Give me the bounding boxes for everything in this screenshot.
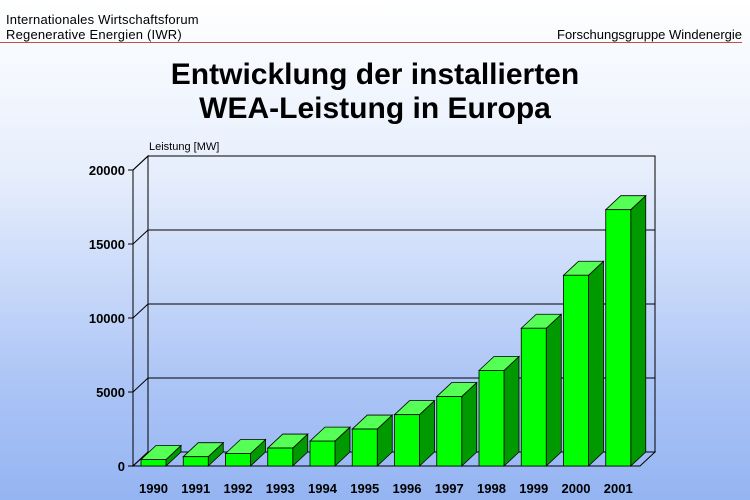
org-name-line1: Internationales Wirtschaftsforum [6, 12, 199, 27]
bar-2000 [562, 260, 605, 467]
y-axis-label: Leistung [MW] [149, 141, 219, 153]
org-name-line2: Regenerative Energien (IWR) [6, 27, 182, 42]
bar-1990 [139, 444, 183, 467]
bar-front-face [182, 456, 209, 467]
y-tick-label: 20000 [89, 163, 125, 178]
x-tick-label: 1995 [350, 481, 379, 496]
bar-2001 [604, 194, 647, 467]
y-tick-label: 0 [118, 459, 125, 474]
bar-front-face [605, 209, 632, 467]
bar-front-face [563, 274, 589, 467]
x-axis-ticks: 1990 1991 1992 1993 1994 1995 1996 1997 1998 1999… [139, 481, 633, 496]
bar-front-face [267, 447, 294, 467]
bar-front-face [436, 396, 463, 467]
title-line-1: Entwicklung der installierten [170, 58, 580, 91]
bar-side-face [503, 355, 520, 467]
bar-1999 [520, 313, 563, 467]
chart-bars [139, 194, 647, 467]
bar-1991 [182, 441, 225, 467]
gridline-side [132, 303, 149, 319]
x-tick-label: 2001 [604, 481, 633, 496]
bar-front-face [225, 453, 251, 467]
slide-title: Entwicklung der installierten WEA-Leistu… [0, 58, 750, 126]
gridline-side [132, 155, 149, 171]
x-tick-label: 1994 [308, 481, 338, 496]
x-tick-label: 1996 [393, 481, 422, 496]
y-tick-label: 15000 [89, 237, 125, 252]
bar-1997 [435, 381, 478, 467]
bar-side-face [461, 381, 478, 467]
x-tick-label: 1992 [224, 481, 253, 496]
bar-1995 [351, 414, 394, 467]
research-group-name: Forschungsgruppe Windenergie [557, 27, 742, 42]
x-tick-label: 1999 [519, 481, 548, 496]
y-axis-ticks: 0 5000 10000 15000 20000 [89, 163, 134, 474]
bar-1992 [224, 438, 267, 467]
gridline-side [132, 377, 149, 393]
bar-front-face [351, 428, 378, 467]
x-tick-label: 1998 [477, 481, 506, 496]
x-tick-label: 1991 [181, 481, 210, 496]
bar-side-face [545, 313, 562, 467]
bar-front-face [520, 327, 547, 467]
bar-front-face [478, 370, 505, 467]
x-tick-label: 2000 [562, 481, 591, 496]
chart-floor [131, 451, 657, 467]
title-line-2: WEA-Leistung in Europa [199, 92, 551, 125]
bar-1994 [308, 426, 352, 467]
bar-side-face [630, 194, 647, 467]
bar-1998 [477, 355, 521, 467]
bar-side-face [588, 260, 604, 467]
y-tick-label: 5000 [96, 385, 125, 400]
x-tick-label: 1990 [139, 481, 168, 496]
bar-front-face [394, 414, 420, 467]
x-tick-label: 1997 [435, 481, 464, 496]
gridline-side [132, 229, 149, 245]
header-divider [0, 42, 742, 43]
header: Internationales Wirtschaftsforum Regener… [0, 0, 750, 44]
bar-1996 [393, 399, 436, 467]
bar-front-face [140, 459, 167, 467]
bar-front-face [309, 440, 336, 467]
x-tick-label: 1993 [266, 481, 295, 496]
y-tick-label: 10000 [89, 311, 125, 326]
bar-1993 [266, 433, 309, 467]
